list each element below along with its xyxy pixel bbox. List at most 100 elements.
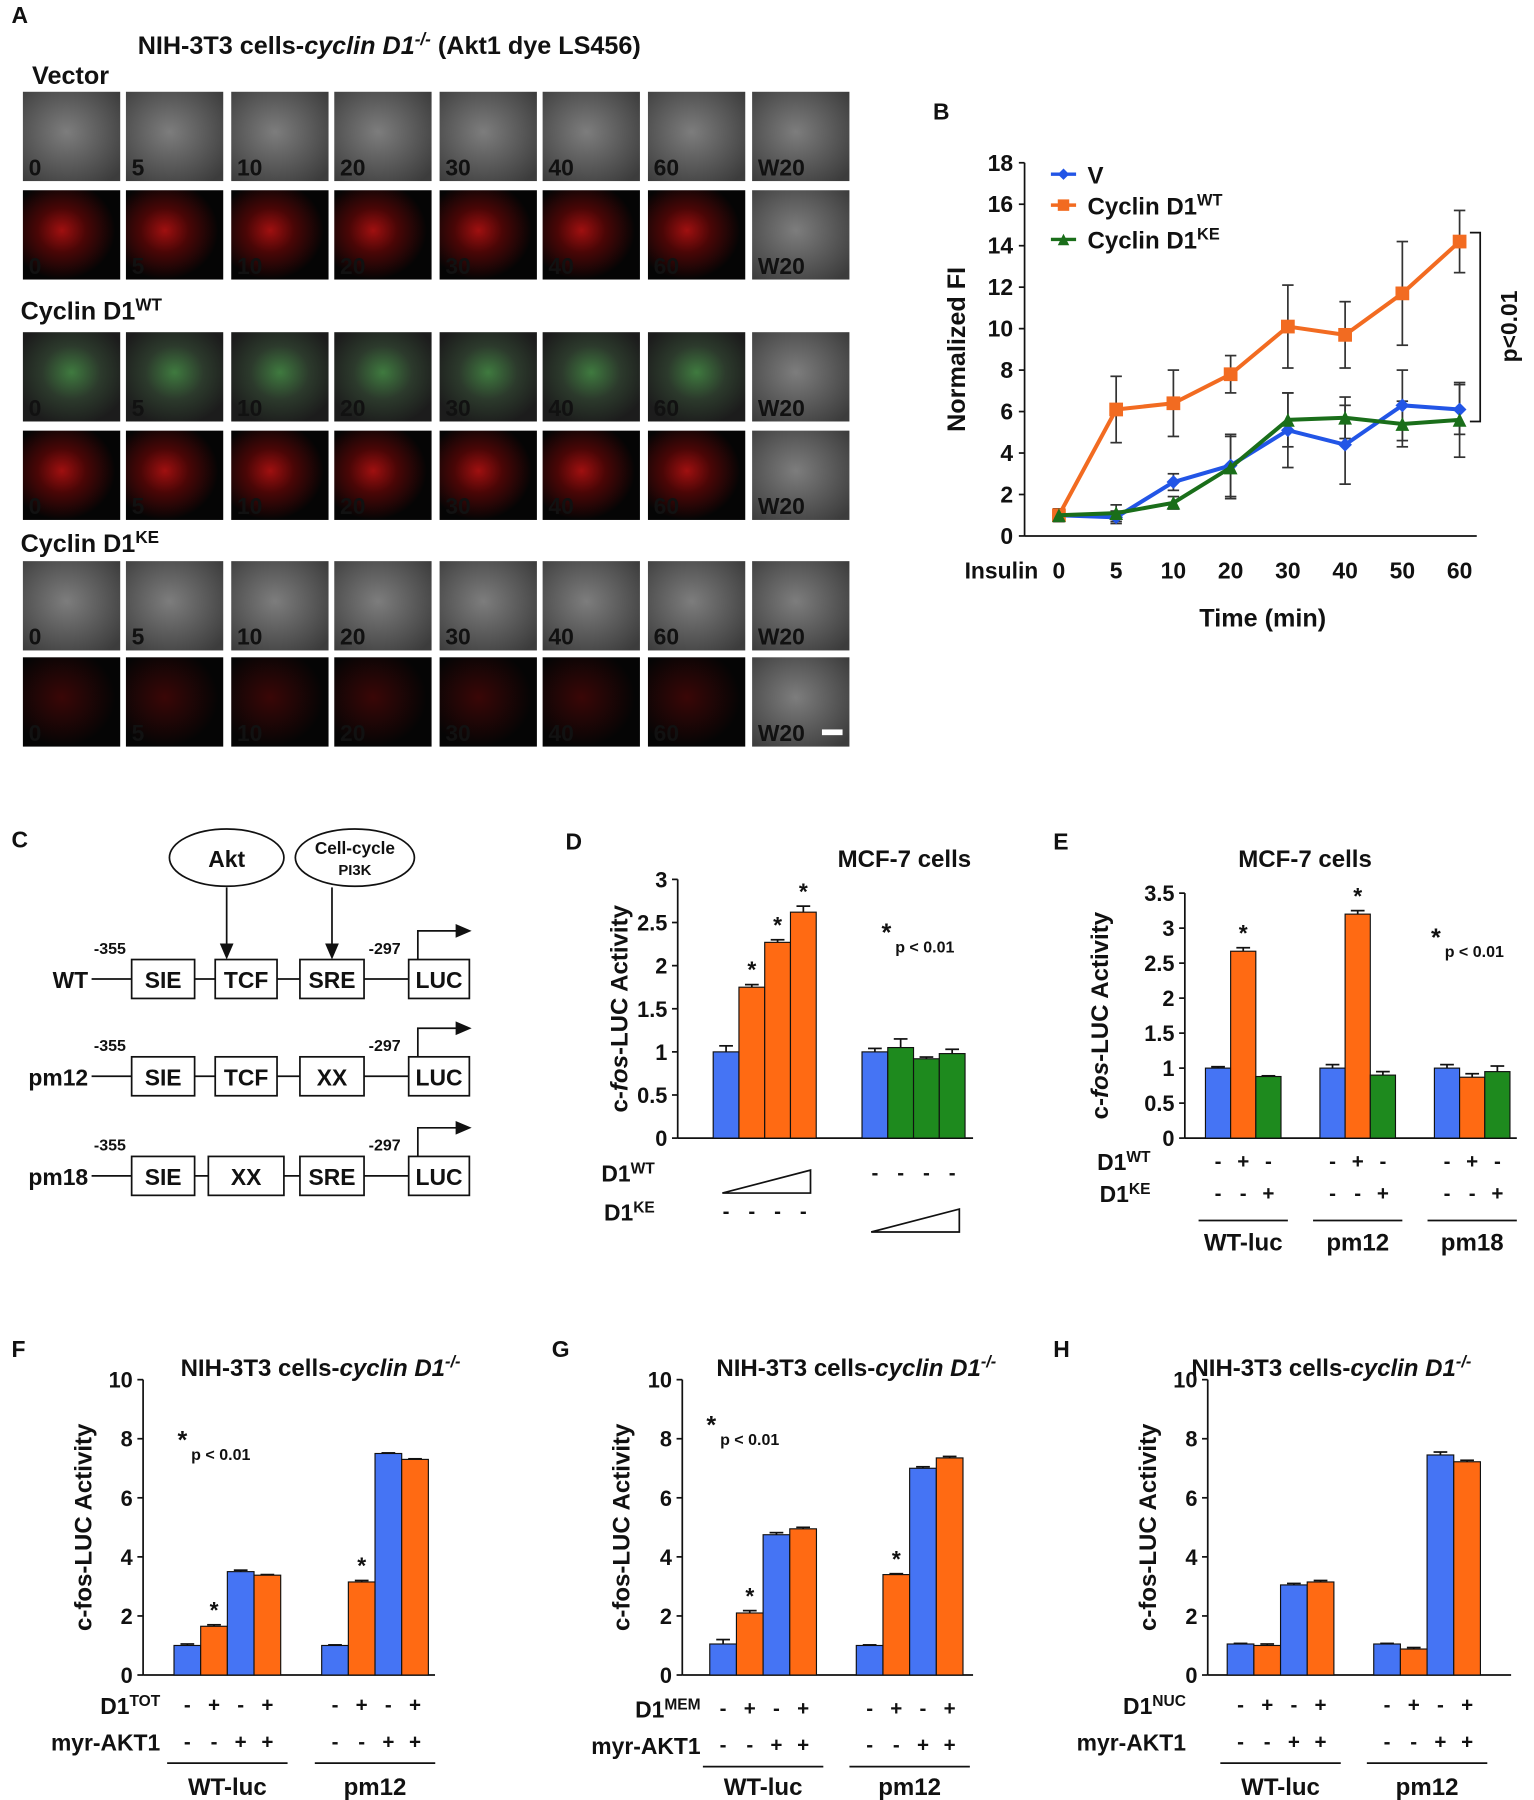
significance-label: p < 0.01 xyxy=(191,1446,250,1464)
text-part: - xyxy=(1264,1730,1271,1753)
sign-label: - xyxy=(1444,1182,1451,1205)
position-label: -355 xyxy=(94,940,126,958)
text-part: * xyxy=(747,957,756,983)
sign-label: + xyxy=(917,1734,929,1757)
arrowhead xyxy=(219,943,234,960)
text-part: + xyxy=(944,1734,956,1757)
text-part: B xyxy=(933,98,950,124)
text-part: D1 xyxy=(1097,1149,1127,1175)
transcription-arrow xyxy=(416,930,458,960)
regulator-label: Cell-cycle xyxy=(315,838,395,858)
text-part: 10 xyxy=(648,1368,672,1393)
bar xyxy=(1344,913,1371,1139)
text-part: WT-luc xyxy=(1241,1774,1320,1800)
text-part: 0 xyxy=(29,493,42,519)
promoter-element xyxy=(299,1055,365,1097)
element-label: SIE xyxy=(145,1064,182,1090)
significance-bracket xyxy=(1469,231,1482,423)
text-part: * xyxy=(1239,920,1248,946)
frame-label: 30 xyxy=(445,154,470,180)
text-part: KE xyxy=(135,527,159,546)
significance-star: * xyxy=(745,1583,754,1609)
y-axis-label: c-fos-LUC Activity xyxy=(1135,1423,1162,1631)
sign-label: - xyxy=(1384,1730,1391,1753)
frame-label: 20 xyxy=(340,624,365,650)
frame-label: W20 xyxy=(758,624,805,650)
sign-label: - xyxy=(893,1734,900,1757)
text-part: 0 xyxy=(660,1663,672,1688)
bar xyxy=(1373,1643,1401,1676)
text-part: MCF-7 cells xyxy=(838,846,972,873)
text-part: W20 xyxy=(758,624,805,650)
marker xyxy=(1057,199,1070,211)
regulator-node xyxy=(294,828,416,888)
text-part: 5 xyxy=(132,395,145,421)
micrograph xyxy=(334,657,432,747)
text-part: + xyxy=(261,1694,273,1717)
micrograph xyxy=(231,657,329,747)
text-part: 2.5 xyxy=(637,911,667,936)
y-axis-label: c-fos-LUC Activity xyxy=(71,1423,98,1631)
bar xyxy=(1226,1643,1255,1676)
bar xyxy=(789,1528,818,1676)
text-part: 6 xyxy=(1000,399,1013,425)
panel-title: MCF-7 cells xyxy=(1238,846,1372,873)
micrograph xyxy=(752,91,850,182)
text-part: + xyxy=(1352,1150,1364,1173)
y-tick-label: 0 xyxy=(1185,1663,1197,1688)
text-part: 10 xyxy=(237,624,262,650)
sign-label: - xyxy=(1354,1182,1361,1205)
text-part: 40 xyxy=(1332,557,1357,583)
text-part: - xyxy=(800,1200,807,1223)
arrowhead xyxy=(455,1021,472,1036)
text-part: 5 xyxy=(132,493,145,519)
panel-letter: F xyxy=(11,1336,25,1362)
text-part: - xyxy=(184,1694,191,1717)
sign-label: + xyxy=(1315,1730,1327,1753)
text-part: 0 xyxy=(1053,557,1066,583)
promoter-element xyxy=(207,1155,285,1197)
text-part: -/- xyxy=(445,1353,460,1371)
text-part: cyclin D1 xyxy=(1350,1355,1456,1382)
text-part: + xyxy=(409,1694,421,1717)
significance-star: * xyxy=(881,919,891,947)
micrograph xyxy=(439,561,537,651)
micrograph xyxy=(125,91,224,182)
sign-label: + xyxy=(1466,1150,1478,1173)
text-part: + xyxy=(1461,1694,1473,1717)
sign-label: - xyxy=(748,1200,755,1223)
micrograph xyxy=(334,561,432,651)
panel-title: NIH-3T3 cells-cyclin D1-/- xyxy=(181,1353,461,1382)
row-label: D1WT xyxy=(1097,1149,1151,1175)
sign-label: + xyxy=(1434,1730,1446,1753)
text-part: NIH-3T3 cells- xyxy=(138,32,304,60)
y-axis-label: Normalized FI xyxy=(943,267,971,432)
text-part: 30 xyxy=(1275,557,1300,583)
bar xyxy=(709,1643,738,1676)
x-tick-label: 0 xyxy=(1053,557,1066,583)
y-tick-label: 10 xyxy=(648,1368,672,1393)
text-part: 0 xyxy=(1185,1663,1197,1688)
bar xyxy=(1279,1584,1308,1676)
text-part: WT-luc xyxy=(1204,1229,1283,1256)
text-part: Vector xyxy=(32,62,109,90)
series-line xyxy=(1058,415,1460,518)
text-part: pm12 xyxy=(1326,1229,1389,1256)
text-part: SIE xyxy=(145,1164,182,1190)
frame-label: 40 xyxy=(548,720,573,746)
text-part: 0 xyxy=(29,720,42,746)
element-label: LUC xyxy=(416,1064,463,1090)
frame-label: W20 xyxy=(758,493,805,519)
panel-letter: E xyxy=(1053,829,1068,855)
text-part: 50 xyxy=(1390,557,1415,583)
text-part: G xyxy=(552,1336,570,1362)
micrograph xyxy=(334,430,432,520)
promoter-element xyxy=(407,1055,471,1097)
text-part: A xyxy=(11,2,28,28)
panel-letter: B xyxy=(933,98,950,124)
marker xyxy=(1166,495,1181,510)
frame-label: 10 xyxy=(237,493,262,519)
text-part: 20 xyxy=(340,395,365,421)
text-part: 40 xyxy=(548,624,573,650)
text-part: - xyxy=(949,1161,956,1184)
